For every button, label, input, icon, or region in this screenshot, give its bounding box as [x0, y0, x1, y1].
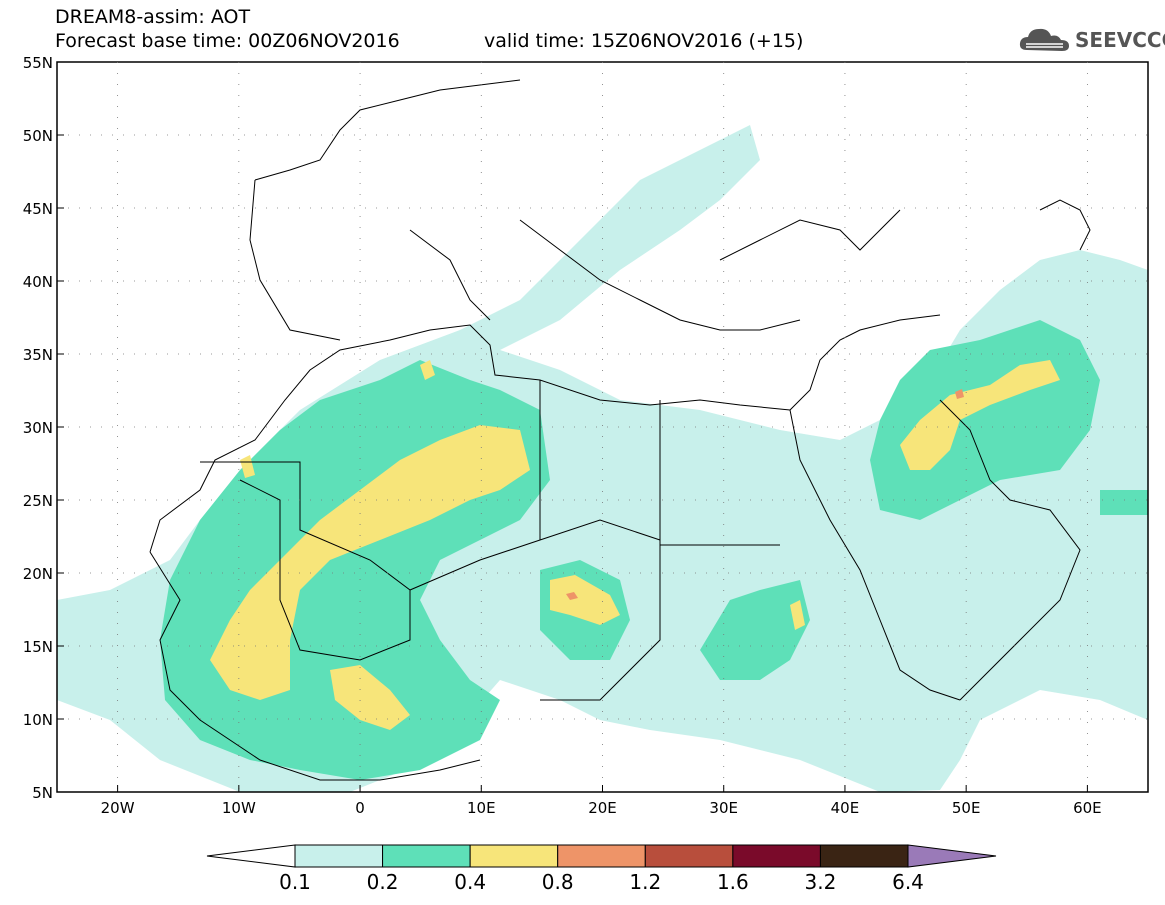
- colorbar: 0.1 0.2 0.4 0.8 1.2 1.6 3.2 6.4: [206, 844, 997, 894]
- colorbar-swatch: [819, 844, 909, 868]
- lat-label: 10N: [23, 711, 53, 729]
- longitude-labels: 20W 10W 0 10E 20E 30E 40E 50E 60E: [101, 785, 1102, 817]
- lon-label: 50E: [952, 799, 981, 817]
- lat-label: 40N: [23, 273, 53, 291]
- coastlines: [149, 79, 1091, 781]
- colorbar-label: 1.2: [629, 870, 661, 894]
- lon-label: 40E: [831, 799, 860, 817]
- seevccc-logo: SEEVCCC: [1017, 22, 1165, 56]
- lat-label: 45N: [23, 200, 53, 218]
- colorbar-label: 3.2: [805, 870, 837, 894]
- colorbar-label: 0.2: [367, 870, 399, 894]
- cloud-icon: [1019, 28, 1069, 51]
- lat-label: 20N: [23, 565, 53, 583]
- lon-label: 0: [355, 799, 365, 817]
- colorbar-under-arrow: [206, 844, 296, 868]
- lon-label: 30E: [709, 799, 738, 817]
- lat-label: 55N: [23, 54, 53, 72]
- colorbar-swatch: [294, 844, 384, 868]
- lon-label: 20W: [101, 799, 135, 817]
- lat-label: 50N: [23, 127, 53, 145]
- colorbar-swatch: [469, 844, 559, 868]
- lat-label: 35N: [23, 346, 53, 364]
- colorbar-swatch: [644, 844, 734, 868]
- colorbar-swatch: [732, 844, 821, 868]
- colorbar-label: 6.4: [892, 870, 924, 894]
- colorbar-swatch: [382, 844, 471, 868]
- colorbar-swatch: [557, 844, 646, 868]
- lon-label: 10W: [222, 799, 256, 817]
- colorbar-label: 1.6: [717, 870, 749, 894]
- lon-label: 60E: [1073, 799, 1102, 817]
- lon-label: 10E: [467, 799, 496, 817]
- colorbar-label: 0.1: [279, 870, 311, 894]
- forecast-base-time: Forecast base time: 00Z06NOV2016: [55, 30, 400, 52]
- graticule: [57, 62, 1148, 792]
- lat-label: 25N: [23, 492, 53, 510]
- logo-text: SEEVCCC: [1075, 28, 1165, 52]
- map-title: DREAM8-assim: AOT: [55, 6, 251, 28]
- lon-label: 20E: [588, 799, 617, 817]
- lat-label: 30N: [23, 419, 53, 437]
- latitude-labels: 55N 50N 45N 40N 35N 30N 25N 20N 15N 10N 5N: [23, 54, 64, 802]
- colorbar-label: 0.8: [542, 870, 574, 894]
- lat-label: 5N: [32, 784, 53, 802]
- colorbar-label: 0.4: [454, 870, 486, 894]
- valid-time: valid time: 15Z06NOV2016 (+15): [484, 30, 804, 52]
- colorbar-over-arrow: [907, 844, 997, 868]
- lat-label: 15N: [23, 638, 53, 656]
